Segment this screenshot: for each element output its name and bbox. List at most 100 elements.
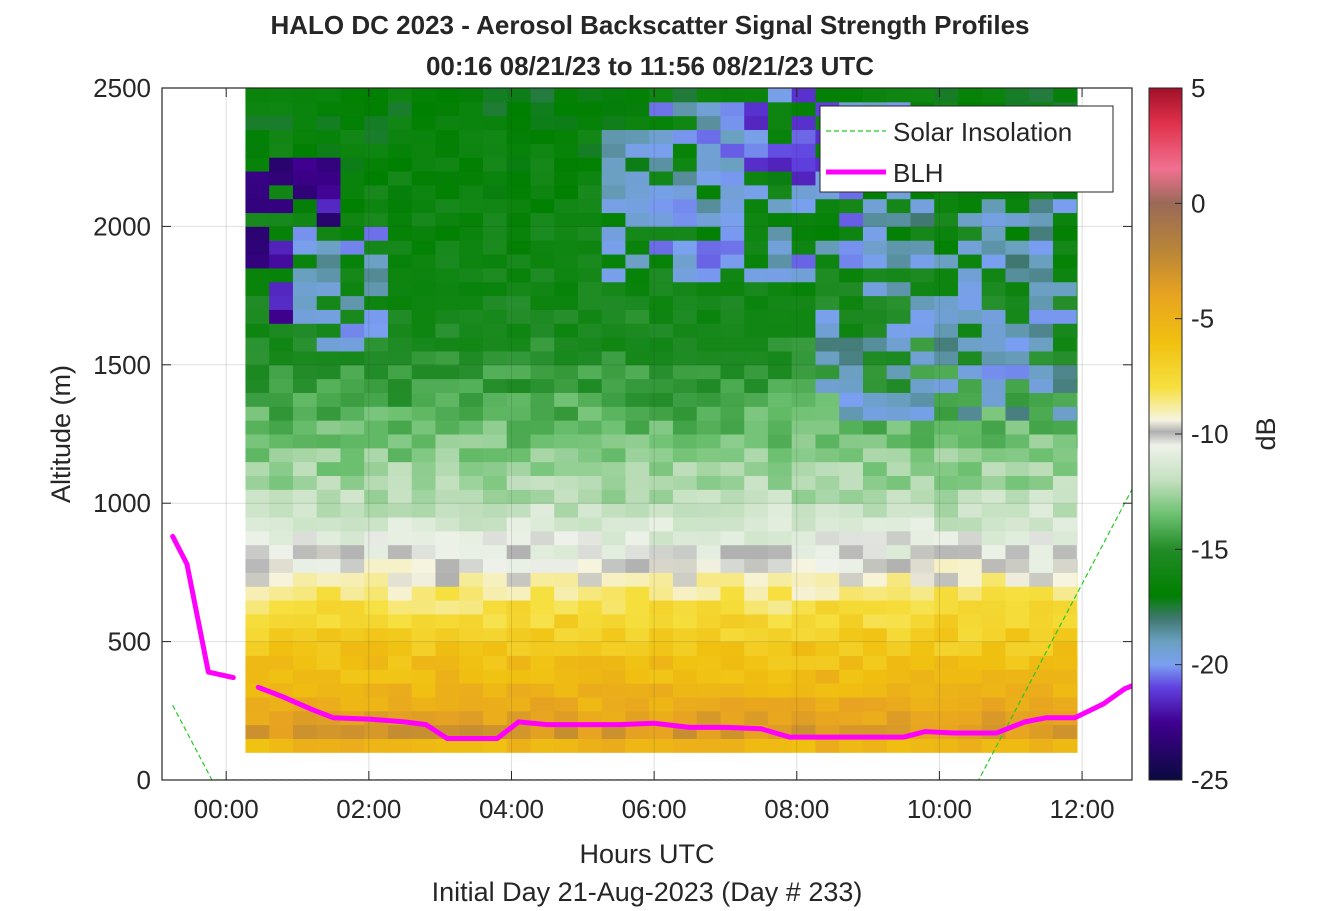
heatmap-cell: [340, 683, 365, 698]
heatmap-cell: [1052, 392, 1078, 407]
heatmap-cell: [625, 226, 650, 241]
heatmap-cell: [981, 323, 1006, 338]
heatmap-cell: [1029, 655, 1054, 670]
heatmap-cell: [696, 710, 721, 726]
heatmap-cell: [1052, 323, 1078, 338]
heatmap-cell: [554, 267, 579, 283]
heatmap-cell: [910, 530, 935, 546]
heatmap-cell: [387, 613, 413, 629]
heatmap-cell: [459, 378, 484, 393]
heatmap-cell: [506, 378, 531, 393]
heatmap-cell: [601, 198, 626, 214]
heatmap-cell: [672, 710, 698, 726]
heatmap-cell: [601, 503, 626, 518]
heatmap-cell: [696, 281, 721, 297]
heatmap-cell: [744, 129, 769, 144]
heatmap-cell: [696, 613, 721, 629]
heatmap-cell: [672, 240, 698, 255]
heatmap-cell: [696, 475, 721, 490]
legend-solar-label: Solar Insolation: [893, 117, 1072, 147]
heatmap-cell: [269, 655, 294, 670]
heatmap-cell: [649, 309, 674, 324]
heatmap-cell: [506, 309, 531, 324]
heatmap-cell: [459, 655, 484, 670]
heatmap-cell: [981, 683, 1006, 698]
heatmap-cell: [292, 295, 318, 310]
heatmap-cell: [957, 364, 983, 380]
heatmap-cell: [387, 171, 413, 186]
heatmap-cell: [791, 157, 816, 172]
heatmap-cell: [506, 295, 531, 310]
heatmap-cell: [411, 378, 436, 393]
heatmap-cell: [625, 295, 650, 310]
heatmap-cell: [387, 212, 413, 227]
heatmap-cell: [340, 696, 365, 712]
heatmap-cell: [601, 267, 626, 283]
heatmap-cell: [815, 503, 840, 518]
heatmap-cell: [934, 696, 959, 712]
heatmap-cell: [554, 143, 579, 158]
heatmap-cell: [862, 337, 888, 352]
heatmap-cell: [625, 115, 650, 131]
heatmap-cell: [364, 475, 389, 490]
heatmap-cell: [791, 337, 816, 352]
heatmap-cell: [601, 143, 626, 158]
heatmap-cell: [387, 115, 413, 131]
heatmap-cell: [245, 586, 270, 601]
heatmap-cell: [435, 240, 460, 255]
heatmap-cell: [506, 143, 531, 158]
heatmap-cell: [459, 157, 484, 172]
heatmap-cell: [625, 696, 650, 712]
heatmap-cell: [696, 641, 721, 656]
heatmap-cell: [649, 530, 674, 546]
heatmap-cell: [435, 281, 460, 297]
heatmap-cell: [530, 378, 555, 393]
heatmap-cell: [482, 240, 508, 255]
heatmap-cell: [269, 364, 294, 380]
heatmap-cell: [1076, 586, 1078, 601]
heatmap-cell: [316, 392, 341, 407]
heatmap-cell: [530, 171, 555, 186]
heatmap-cell: [577, 198, 603, 214]
heatmap-cell: [696, 129, 721, 144]
heatmap-cell: [744, 710, 769, 726]
heatmap-cell: [364, 115, 389, 131]
heatmap-cell: [862, 212, 888, 227]
heatmap-cell: [839, 337, 864, 352]
heatmap-cell: [649, 738, 674, 753]
heatmap-cell: [934, 406, 959, 421]
heatmap-cell: [340, 503, 365, 518]
heatmap-cell: [506, 447, 531, 463]
heatmap-cell: [672, 627, 698, 643]
heatmap-cell: [411, 240, 436, 255]
heatmap-cell: [411, 530, 436, 546]
heatmap-cell: [411, 572, 436, 587]
heatmap-cell: [744, 613, 769, 629]
colorbar-label: dB: [1251, 417, 1281, 450]
heatmap-cell: [934, 655, 959, 670]
heatmap-cell: [459, 226, 484, 241]
heatmap-cell: [292, 586, 318, 601]
heatmap-cell: [862, 641, 888, 656]
heatmap-cell: [435, 544, 460, 560]
heatmap-cell: [316, 171, 341, 186]
heatmap-cell: [411, 364, 436, 380]
heatmap-cell: [1005, 586, 1030, 601]
heatmap-cell: [577, 530, 603, 546]
heatmap-cell: [340, 115, 365, 131]
heatmap-cell: [577, 600, 603, 615]
heatmap-cell: [506, 696, 531, 712]
heatmap-cell: [292, 627, 318, 643]
heatmap-cell: [530, 544, 555, 560]
heatmap-cell: [791, 530, 816, 546]
heatmap-cell: [815, 475, 840, 490]
heatmap-cell: [981, 212, 1006, 227]
heatmap-cell: [601, 434, 626, 449]
heatmap-cell: [767, 129, 793, 144]
heatmap-cell: [791, 309, 816, 324]
heatmap-cell: [554, 240, 579, 255]
heatmap-cell: [649, 544, 674, 560]
heatmap-cell: [435, 378, 460, 393]
heatmap-cell: [672, 323, 698, 338]
heatmap-cell: [981, 378, 1006, 393]
